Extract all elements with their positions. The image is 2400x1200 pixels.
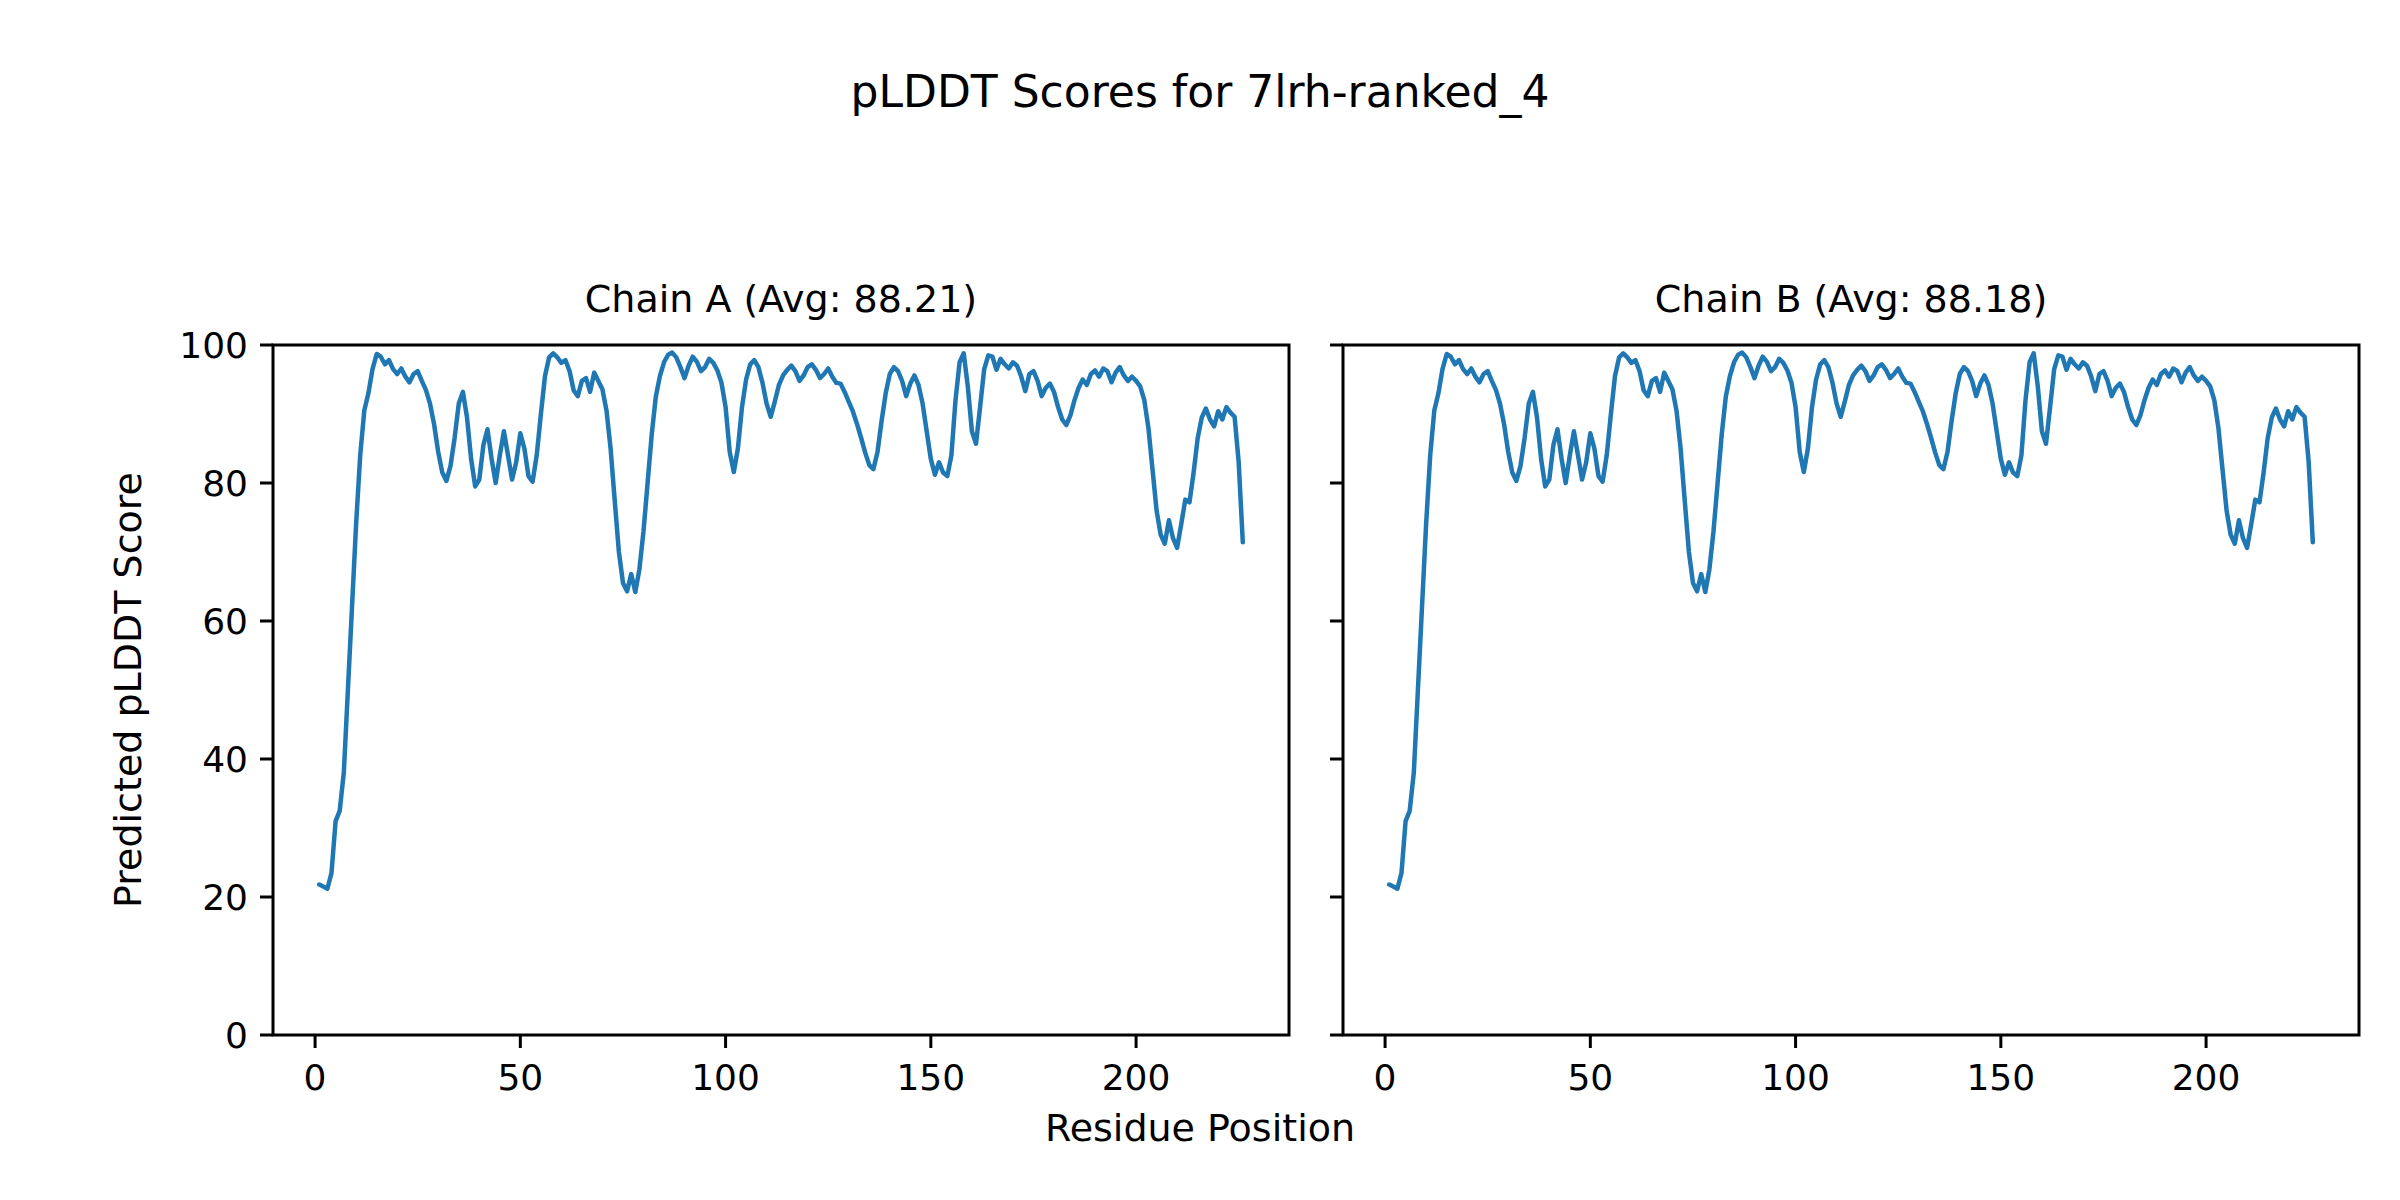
x-tick-label: 150	[1966, 1057, 2035, 1098]
y-tick-label: 40	[202, 739, 248, 780]
plddt-line-chain-a	[319, 353, 1243, 889]
x-tick-label: 150	[896, 1057, 965, 1098]
x-tick-label: 100	[691, 1057, 760, 1098]
y-tick-label: 60	[202, 601, 248, 642]
axes-spines	[1343, 345, 2359, 1035]
x-tick-label: 50	[1567, 1057, 1613, 1098]
figure: pLDDT Scores for 7lrh-ranked_4 Chain A (…	[0, 0, 2400, 1200]
subplot-chain-b: 0 50 100 150 200	[1330, 345, 2359, 1098]
axes-spines	[273, 345, 1289, 1035]
y-tick-label: 20	[202, 877, 248, 918]
plddt-line-chain-b	[1389, 353, 2313, 889]
y-tick-label: 80	[202, 463, 248, 504]
x-tick-label: 100	[1761, 1057, 1830, 1098]
x-tick-label: 50	[497, 1057, 543, 1098]
x-tick-label: 200	[2172, 1057, 2241, 1098]
x-tick-label: 0	[304, 1057, 327, 1098]
y-tick-label: 100	[179, 325, 248, 366]
x-tick-label: 0	[1374, 1057, 1397, 1098]
x-tick-label: 200	[1102, 1057, 1171, 1098]
y-tick-label: 0	[225, 1015, 248, 1056]
subplot-chain-a: 0 50 100 150 200 0 20 40 60 80 100	[179, 325, 1289, 1098]
plots-canvas: 0 50 100 150 200 0 20 40 60 80 100 0 50 100 150 200	[0, 0, 2400, 1200]
